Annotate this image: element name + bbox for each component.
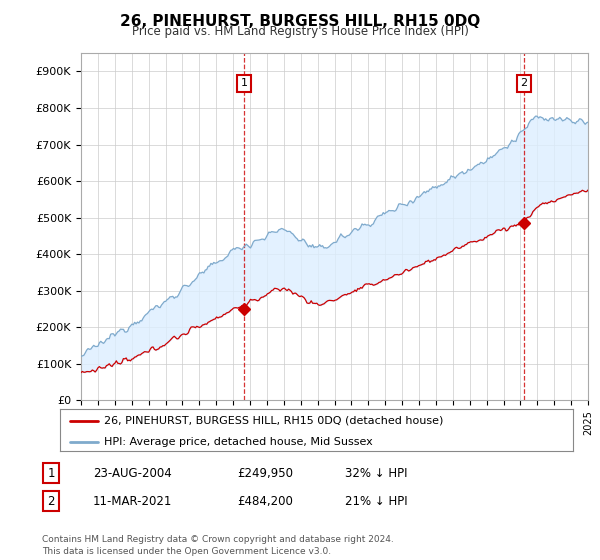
Text: Contains HM Land Registry data © Crown copyright and database right 2024.
This d: Contains HM Land Registry data © Crown c… (42, 535, 394, 556)
Text: 21% ↓ HPI: 21% ↓ HPI (345, 494, 407, 508)
Text: HPI: Average price, detached house, Mid Sussex: HPI: Average price, detached house, Mid … (104, 437, 373, 446)
Text: 1: 1 (241, 78, 247, 88)
Text: 32% ↓ HPI: 32% ↓ HPI (345, 466, 407, 480)
Text: £484,200: £484,200 (237, 494, 293, 508)
Text: 23-AUG-2004: 23-AUG-2004 (93, 466, 172, 480)
Text: Price paid vs. HM Land Registry's House Price Index (HPI): Price paid vs. HM Land Registry's House … (131, 25, 469, 38)
Text: 1: 1 (47, 466, 55, 480)
Text: 26, PINEHURST, BURGESS HILL, RH15 0DQ (detached house): 26, PINEHURST, BURGESS HILL, RH15 0DQ (d… (104, 416, 443, 426)
Text: 2: 2 (47, 494, 55, 508)
Text: 26, PINEHURST, BURGESS HILL, RH15 0DQ: 26, PINEHURST, BURGESS HILL, RH15 0DQ (120, 14, 480, 29)
Text: £249,950: £249,950 (237, 466, 293, 480)
Text: 2: 2 (520, 78, 527, 88)
Text: 11-MAR-2021: 11-MAR-2021 (93, 494, 172, 508)
